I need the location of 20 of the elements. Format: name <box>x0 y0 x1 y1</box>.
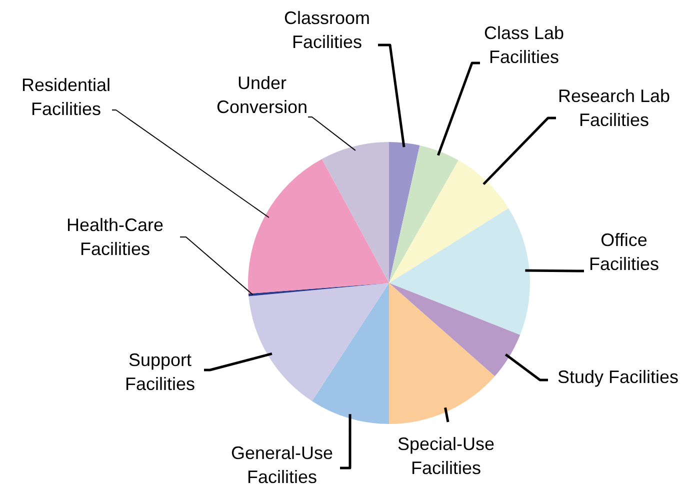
slice-label: Office Facilities <box>588 230 660 274</box>
slice-label: Study Facilities <box>557 367 679 387</box>
pie-slice <box>389 208 530 335</box>
pie-slice <box>248 283 389 296</box>
slice-label: Residential Facilities <box>21 75 111 119</box>
pie-slice <box>248 159 389 294</box>
pie-slice <box>389 283 520 376</box>
pie-slice <box>389 142 420 283</box>
pie-slice <box>389 145 458 283</box>
slice-label: General-Use Facilities <box>230 443 334 487</box>
pie-slice <box>312 283 389 424</box>
slice-label: Special-Use Facilities <box>397 434 495 478</box>
slice-label: Research Lab Facilities <box>558 86 670 130</box>
slice-label: Under Conversion <box>216 73 308 117</box>
slice-label: Support Facilities <box>124 350 196 394</box>
pie-slice <box>389 283 495 424</box>
slice-label: Class Lab Facilities <box>484 23 564 67</box>
pie-slice <box>389 160 509 283</box>
slice-label: Health-Care Facilities <box>66 215 164 259</box>
slice-label: Classroom Facilities <box>284 8 370 52</box>
